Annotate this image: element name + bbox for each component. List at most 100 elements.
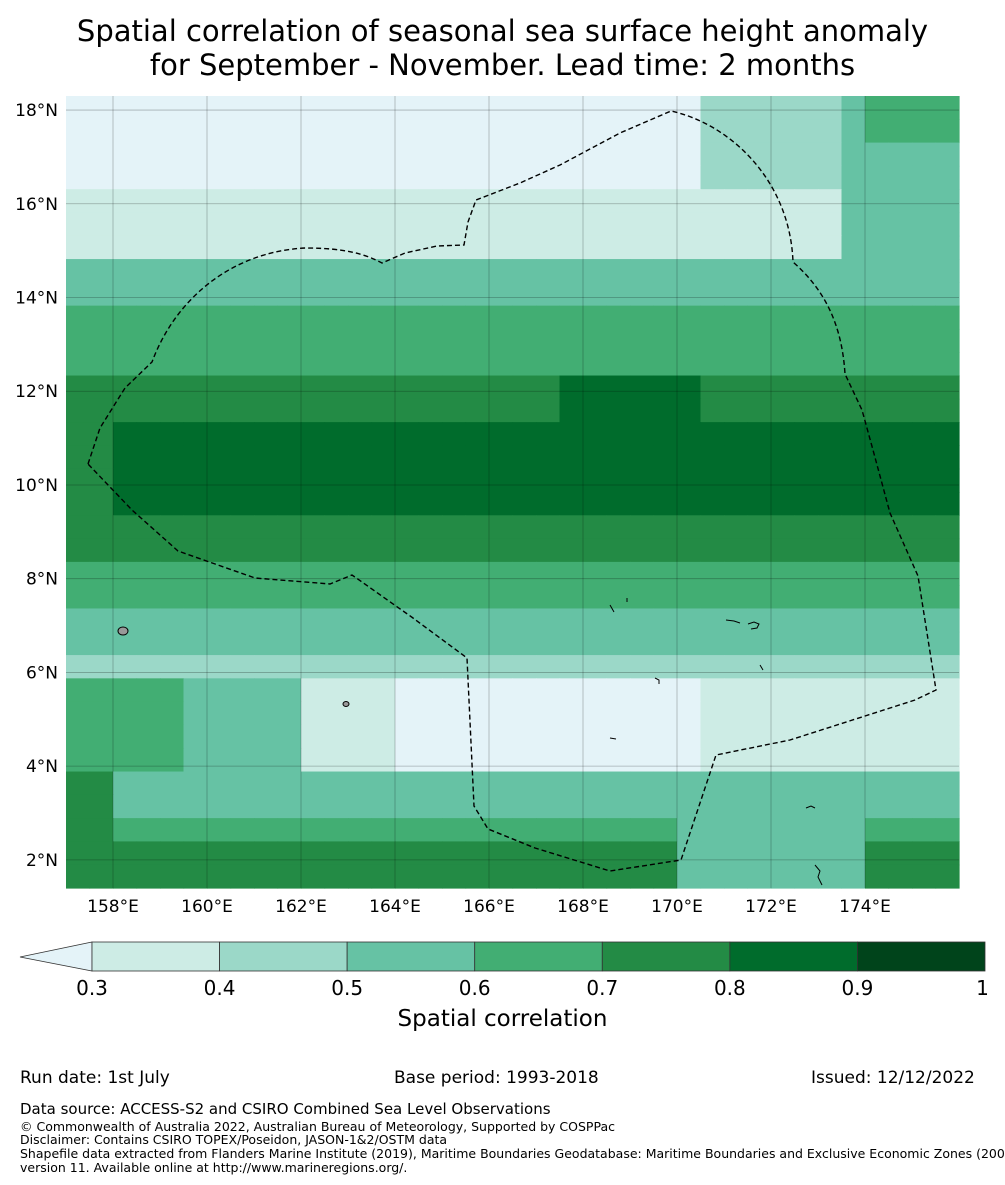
correlation-cell [277,631,302,656]
correlation-cell [583,96,608,120]
correlation-cell [818,352,843,377]
correlation-cell [418,561,443,586]
correlation-cell [66,724,91,749]
correlation-cell [113,328,138,353]
correlation-cell [747,701,772,726]
correlation-cell [160,678,185,703]
correlation-cell [66,165,91,190]
correlation-cell [277,538,302,563]
correlation-cell [277,841,302,866]
correlation-cell [677,631,702,656]
correlation-cell [324,585,349,610]
correlation-cell [465,282,490,307]
correlation-cell [136,445,161,470]
correlation-cell [160,375,185,400]
correlation-cell [254,305,279,330]
correlation-cell [348,165,373,190]
correlation-cell [935,492,960,516]
correlation-cell [183,608,208,633]
colorbar-tick-label: 0.9 [841,976,874,1000]
correlation-cell [230,328,255,353]
correlation-cell [512,771,537,796]
correlation-cell [771,678,796,703]
correlation-cell [324,748,349,773]
correlation-cell [324,771,349,796]
correlation-cell [865,445,890,470]
correlation-cell [865,655,890,679]
correlation-cell [677,165,702,190]
correlation-cell [935,818,960,843]
correlation-cell [371,119,396,144]
correlation-cell [207,492,232,516]
correlation-cell [301,96,326,120]
correlation-cell [512,655,537,679]
correlation-cell [277,771,302,796]
correlation-cell [935,701,960,726]
correlation-cell [865,189,890,214]
correlation-cell [630,841,655,866]
correlation-cell [113,794,138,819]
correlation-cell [841,445,866,470]
correlation-cell [324,631,349,656]
correlation-cell [841,96,866,120]
correlation-cell [465,259,490,283]
correlation-cell [136,655,161,679]
correlation-cell [207,165,232,190]
correlation-cell [606,701,631,726]
correlation-cell [583,468,608,493]
correlation-cell [559,655,584,679]
correlation-cell [136,818,161,843]
correlation-cell [841,398,866,423]
correlation-cell [489,305,514,330]
correlation-cell [841,328,866,353]
correlation-cell [395,771,420,796]
correlation-cell [630,561,655,586]
correlation-cell [301,515,326,540]
correlation-cell [277,794,302,819]
correlation-cell [418,142,443,167]
correlation-cell [371,445,396,470]
correlation-cell [348,259,373,283]
correlation-cell [747,119,772,144]
correlation-cell [465,119,490,144]
correlation-cell [559,561,584,586]
correlation-cell [935,538,960,563]
correlation-cell [442,538,467,563]
correlation-cell [254,328,279,353]
correlation-cell [371,492,396,516]
correlation-cell [536,398,561,423]
correlation-cell [489,655,514,679]
correlation-cell [113,398,138,423]
correlation-cell [418,678,443,703]
correlation-cell [888,515,913,540]
correlation-cell [771,771,796,796]
correlation-cell [230,794,255,819]
correlation-cell [324,422,349,447]
correlation-cell [653,794,678,819]
colorbar-tick-label: 0.5 [331,976,364,1000]
correlation-cell [606,422,631,447]
correlation-cell [818,142,843,167]
correlation-cell [301,864,326,889]
correlation-cell [512,235,537,260]
correlation-cell [442,655,467,679]
correlation-cell [66,608,91,633]
correlation-cell [136,771,161,796]
correlation-cell [818,445,843,470]
correlation-cell [66,328,91,353]
correlation-cell [442,352,467,377]
correlation-cell [136,794,161,819]
correlation-cell [606,608,631,633]
correlation-cell [371,515,396,540]
correlation-cell [935,655,960,679]
correlation-cell [630,212,655,237]
correlation-cell [935,678,960,703]
correlation-cell [418,398,443,423]
correlation-cell [583,701,608,726]
correlation-cell [207,585,232,610]
correlation-cell [677,515,702,540]
correlation-cell [89,212,114,237]
correlation-cell [888,538,913,563]
correlation-cell [536,631,561,656]
correlation-cell [301,398,326,423]
